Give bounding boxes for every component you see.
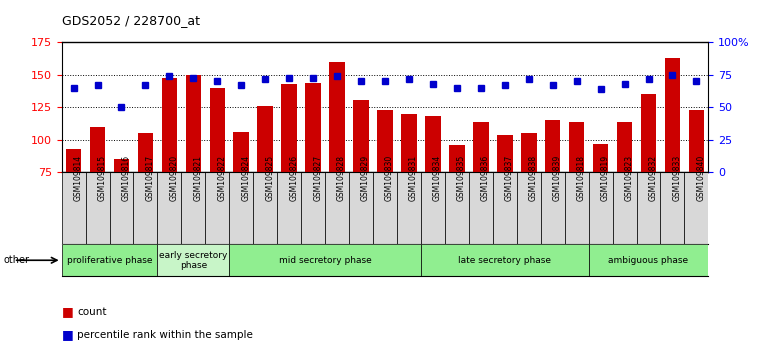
Bar: [114, 159, 129, 172]
Bar: [665, 58, 680, 172]
Text: early secretory
phase: early secretory phase: [159, 251, 228, 270]
Bar: [637, 172, 661, 244]
Bar: [497, 135, 513, 172]
Bar: [421, 172, 445, 244]
Bar: [209, 88, 225, 172]
Bar: [685, 172, 708, 244]
Text: GSM109820: GSM109820: [169, 155, 179, 201]
Bar: [661, 172, 685, 244]
Bar: [109, 172, 133, 244]
Bar: [229, 244, 421, 276]
Text: GSM109823: GSM109823: [624, 155, 634, 201]
Text: GSM109818: GSM109818: [577, 155, 586, 201]
Text: GSM109827: GSM109827: [313, 155, 322, 201]
Bar: [65, 149, 82, 172]
Bar: [445, 172, 469, 244]
Bar: [469, 172, 493, 244]
Bar: [281, 84, 297, 172]
Text: GSM109819: GSM109819: [601, 155, 610, 201]
Bar: [593, 144, 608, 172]
Bar: [421, 244, 588, 276]
Bar: [90, 127, 105, 172]
Text: GSM109815: GSM109815: [98, 155, 106, 201]
Text: GSM109837: GSM109837: [505, 155, 514, 201]
Bar: [253, 172, 277, 244]
Text: GSM109817: GSM109817: [146, 155, 155, 201]
Bar: [62, 244, 157, 276]
Text: GSM109836: GSM109836: [480, 155, 490, 201]
Bar: [162, 78, 177, 172]
Bar: [545, 120, 561, 172]
Bar: [569, 122, 584, 172]
Bar: [377, 110, 393, 172]
Bar: [588, 172, 613, 244]
Bar: [373, 172, 397, 244]
Bar: [62, 172, 85, 244]
Bar: [133, 172, 157, 244]
Bar: [138, 133, 153, 172]
Text: GSM109833: GSM109833: [672, 155, 681, 201]
Bar: [206, 172, 229, 244]
Text: GSM109834: GSM109834: [433, 155, 442, 201]
Text: GSM109830: GSM109830: [385, 155, 394, 201]
Text: ■: ■: [62, 305, 73, 318]
Text: GSM109835: GSM109835: [457, 155, 466, 201]
Bar: [233, 132, 249, 172]
Bar: [564, 172, 588, 244]
Text: GSM109816: GSM109816: [122, 155, 130, 201]
Text: count: count: [77, 307, 106, 316]
Text: GSM109838: GSM109838: [529, 155, 537, 201]
Bar: [325, 172, 349, 244]
Text: GSM109824: GSM109824: [241, 155, 250, 201]
Text: GSM109828: GSM109828: [337, 155, 346, 201]
Text: GSM109831: GSM109831: [409, 155, 418, 201]
Bar: [521, 133, 537, 172]
Text: mid secretory phase: mid secretory phase: [279, 256, 371, 265]
Text: ■: ■: [62, 328, 73, 341]
Text: GSM109832: GSM109832: [648, 155, 658, 201]
Bar: [613, 172, 637, 244]
Text: other: other: [4, 255, 30, 265]
Bar: [257, 106, 273, 172]
Bar: [641, 95, 656, 172]
Text: GSM109829: GSM109829: [361, 155, 370, 201]
Bar: [401, 114, 417, 172]
Bar: [186, 75, 201, 172]
Bar: [517, 172, 541, 244]
Bar: [397, 172, 421, 244]
Bar: [541, 172, 564, 244]
Text: GSM109826: GSM109826: [290, 155, 298, 201]
Bar: [588, 244, 708, 276]
Bar: [449, 145, 464, 172]
Text: GSM109821: GSM109821: [193, 155, 203, 201]
Bar: [85, 172, 109, 244]
Bar: [349, 172, 373, 244]
Bar: [277, 172, 301, 244]
Text: GDS2052 / 228700_at: GDS2052 / 228700_at: [62, 14, 199, 27]
Bar: [330, 62, 345, 172]
Bar: [182, 172, 206, 244]
Text: proliferative phase: proliferative phase: [67, 256, 152, 265]
Bar: [229, 172, 253, 244]
Text: percentile rank within the sample: percentile rank within the sample: [77, 330, 253, 339]
Text: GSM109839: GSM109839: [553, 155, 561, 201]
Bar: [425, 116, 440, 172]
Bar: [617, 122, 632, 172]
Text: GSM109840: GSM109840: [696, 155, 705, 201]
Bar: [493, 172, 517, 244]
Bar: [688, 110, 705, 172]
Text: ambiguous phase: ambiguous phase: [608, 256, 688, 265]
Bar: [157, 172, 182, 244]
Text: GSM109825: GSM109825: [265, 155, 274, 201]
Bar: [353, 99, 369, 172]
Bar: [473, 122, 489, 172]
Bar: [157, 244, 229, 276]
Text: GSM109814: GSM109814: [74, 155, 82, 201]
Text: late secretory phase: late secretory phase: [458, 256, 551, 265]
Text: GSM109822: GSM109822: [217, 155, 226, 201]
Bar: [301, 172, 325, 244]
Bar: [306, 83, 321, 172]
